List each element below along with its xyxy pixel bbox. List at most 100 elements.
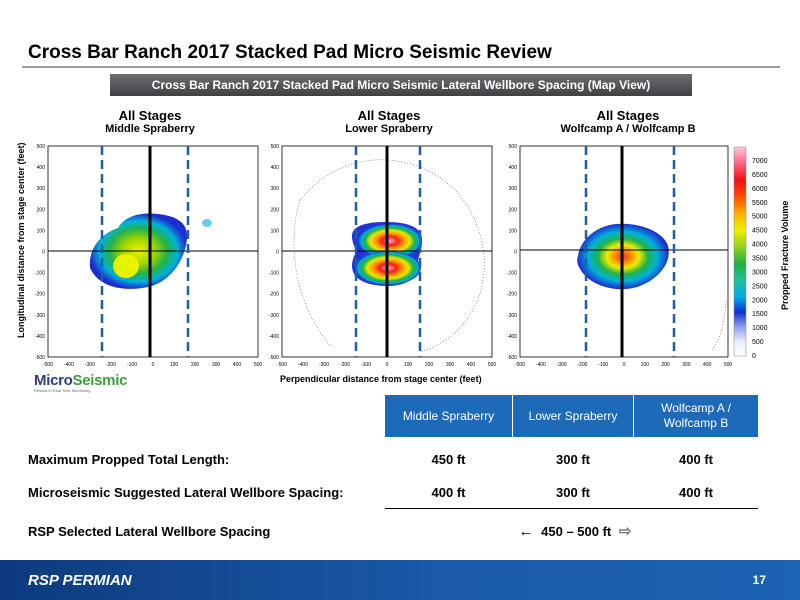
colorbar-tick-label: 7000	[752, 158, 768, 165]
cell-ms-spacing-wc: 400 ft	[679, 485, 713, 500]
subtitle-banner: Cross Bar Ranch 2017 Stacked Pad Micro S…	[110, 74, 692, 96]
map-panel-middle-spraberry	[47, 145, 259, 358]
colorbar-label: Propped Fracture Volume	[780, 200, 790, 310]
x-tick-label: -400	[298, 362, 308, 368]
y-tick-label: -100	[269, 271, 279, 277]
dotted-envelope-3	[711, 299, 727, 351]
y-tick-label: -300	[35, 313, 45, 319]
logo-word-seismic: Seismic	[72, 372, 128, 389]
x-tick-label: 400	[703, 362, 712, 368]
y-tick-label: 100	[509, 228, 518, 234]
y-tick-label: -400	[35, 334, 45, 340]
x-tick-label: 400	[467, 362, 476, 368]
colorbar-tick-label: 500	[752, 339, 764, 346]
y-tick-label: -100	[507, 271, 517, 277]
y-tick-label: 300	[271, 186, 280, 192]
x-tick-label: 200	[425, 362, 434, 368]
y-tick-label: 500	[271, 144, 280, 150]
x-tick-label: 100	[404, 362, 413, 368]
cell-ms-spacing-ms: 400 ft	[431, 485, 466, 500]
x-axis-label: Perpendicular distance from stage center…	[280, 374, 482, 384]
colorbar-tick-label: 2500	[752, 283, 768, 290]
row-label-max-propped: Maximum Propped Total Length:	[28, 452, 230, 467]
colorbar-tick-label: 1500	[752, 311, 768, 318]
panel-heading-1: All Stages Middle Spraberry	[105, 108, 195, 135]
cell-max-propped-ms: 450 ft	[431, 452, 466, 467]
colorbar-tick-label: 5500	[752, 200, 768, 207]
x-tick-label: 200	[191, 362, 200, 368]
x-tick-label: -200	[577, 362, 587, 368]
rsp-spacing-value: ← 450 – 500 ft ⇨	[490, 522, 660, 540]
y-tick-label: -500	[35, 355, 45, 361]
x-tick-label: 400	[233, 362, 242, 368]
colorbar-tick-label: 6500	[752, 172, 768, 179]
y-tick-label: -300	[269, 313, 279, 319]
logo-tagline: Results in Real Time Monitoring	[34, 388, 91, 393]
y-tick-label: 300	[37, 186, 46, 192]
y-tick-label: -100	[35, 271, 45, 277]
map-panel-wolfcamp	[519, 145, 729, 358]
x-tick-label: 300	[212, 362, 221, 368]
arrow-left-icon: ←	[518, 523, 534, 540]
colorbar-tick-label: 6000	[752, 186, 768, 193]
y-tick-label: -300	[507, 313, 517, 319]
colorbar	[733, 146, 747, 357]
colorbar-tick-label: 1000	[752, 325, 768, 332]
colorbar-tick-label: 4500	[752, 228, 768, 235]
x-tick-label: 100	[641, 362, 650, 368]
table-divider	[385, 508, 758, 509]
x-tick-label: -300	[557, 362, 567, 368]
colorbar-tick-label: 0	[752, 353, 756, 360]
x-tick-label: 300	[682, 362, 691, 368]
y-tick-label: -400	[507, 334, 517, 340]
x-tick-label: 500	[724, 362, 733, 368]
y-tick-label: -200	[507, 292, 517, 298]
y-tick-label: 200	[509, 207, 518, 213]
colorbar-tick-label: 2000	[752, 297, 768, 304]
x-tick-label: -200	[106, 362, 116, 368]
y-tick-label: 500	[509, 144, 518, 150]
outlier-blob-1	[202, 219, 212, 227]
x-tick-label: -500	[43, 362, 53, 368]
y-tick-label: 0	[514, 250, 517, 256]
x-tick-label: 300	[446, 362, 455, 368]
cell-max-propped-ls: 300 ft	[556, 452, 590, 467]
page-number: 17	[752, 573, 766, 587]
table-header-middle-spraberry: Middle Spraberry	[385, 395, 512, 437]
rsp-permian-logo: RSP PERMIAN	[28, 572, 132, 589]
x-tick-label: -100	[361, 362, 371, 368]
y-tick-label: 100	[271, 228, 280, 234]
y-tick-label: 300	[509, 186, 518, 192]
colorbar-ticks: 7000650060005500500045004000350030002500…	[752, 158, 768, 360]
y-tick-label: 400	[271, 165, 280, 171]
panel-heading-2: All Stages Lower Spraberry	[345, 108, 433, 135]
row-label-rsp-spacing: RSP Selected Lateral Wellbore Spacing	[28, 524, 271, 539]
y-tick-label: 400	[37, 165, 46, 171]
y-tick-label: 0	[42, 250, 45, 256]
cell-max-propped-wc: 400 ft	[679, 452, 713, 467]
y-tick-label: -400	[269, 334, 279, 340]
x-tick-label: -100	[598, 362, 608, 368]
y-tick-label: -200	[35, 292, 45, 298]
colorbar-tick-label: 4000	[752, 242, 768, 249]
table-header-lower-spraberry: Lower Spraberry	[513, 395, 633, 437]
row-label-ms-spacing: Microseismic Suggested Lateral Wellbore …	[28, 485, 344, 500]
rsp-spacing-text: 450 – 500 ft	[541, 524, 612, 539]
microseismic-logo: MicroSeismic Results in Real Time Monito…	[34, 372, 154, 402]
x-tick-label: -500	[277, 362, 287, 368]
x-tick-label: -500	[515, 362, 525, 368]
y-tick-label: 500	[37, 144, 46, 150]
x-tick-label: 500	[488, 362, 497, 368]
dotted-envelope-2	[293, 159, 485, 353]
x-tick-label: 0	[386, 362, 389, 368]
x-tick-label: -200	[340, 362, 350, 368]
x-tick-label: 100	[170, 362, 179, 368]
y-tick-label: 200	[37, 207, 46, 213]
y-tick-label: -200	[269, 292, 279, 298]
arrow-right-icon: ⇨	[618, 523, 632, 540]
footer-bar: RSP PERMIAN 17	[0, 560, 800, 600]
y-tick-label: 0	[276, 250, 279, 256]
x-tick-label: -300	[85, 362, 95, 368]
hot-zone-1	[113, 254, 139, 278]
y-tick-label: -500	[507, 355, 517, 361]
